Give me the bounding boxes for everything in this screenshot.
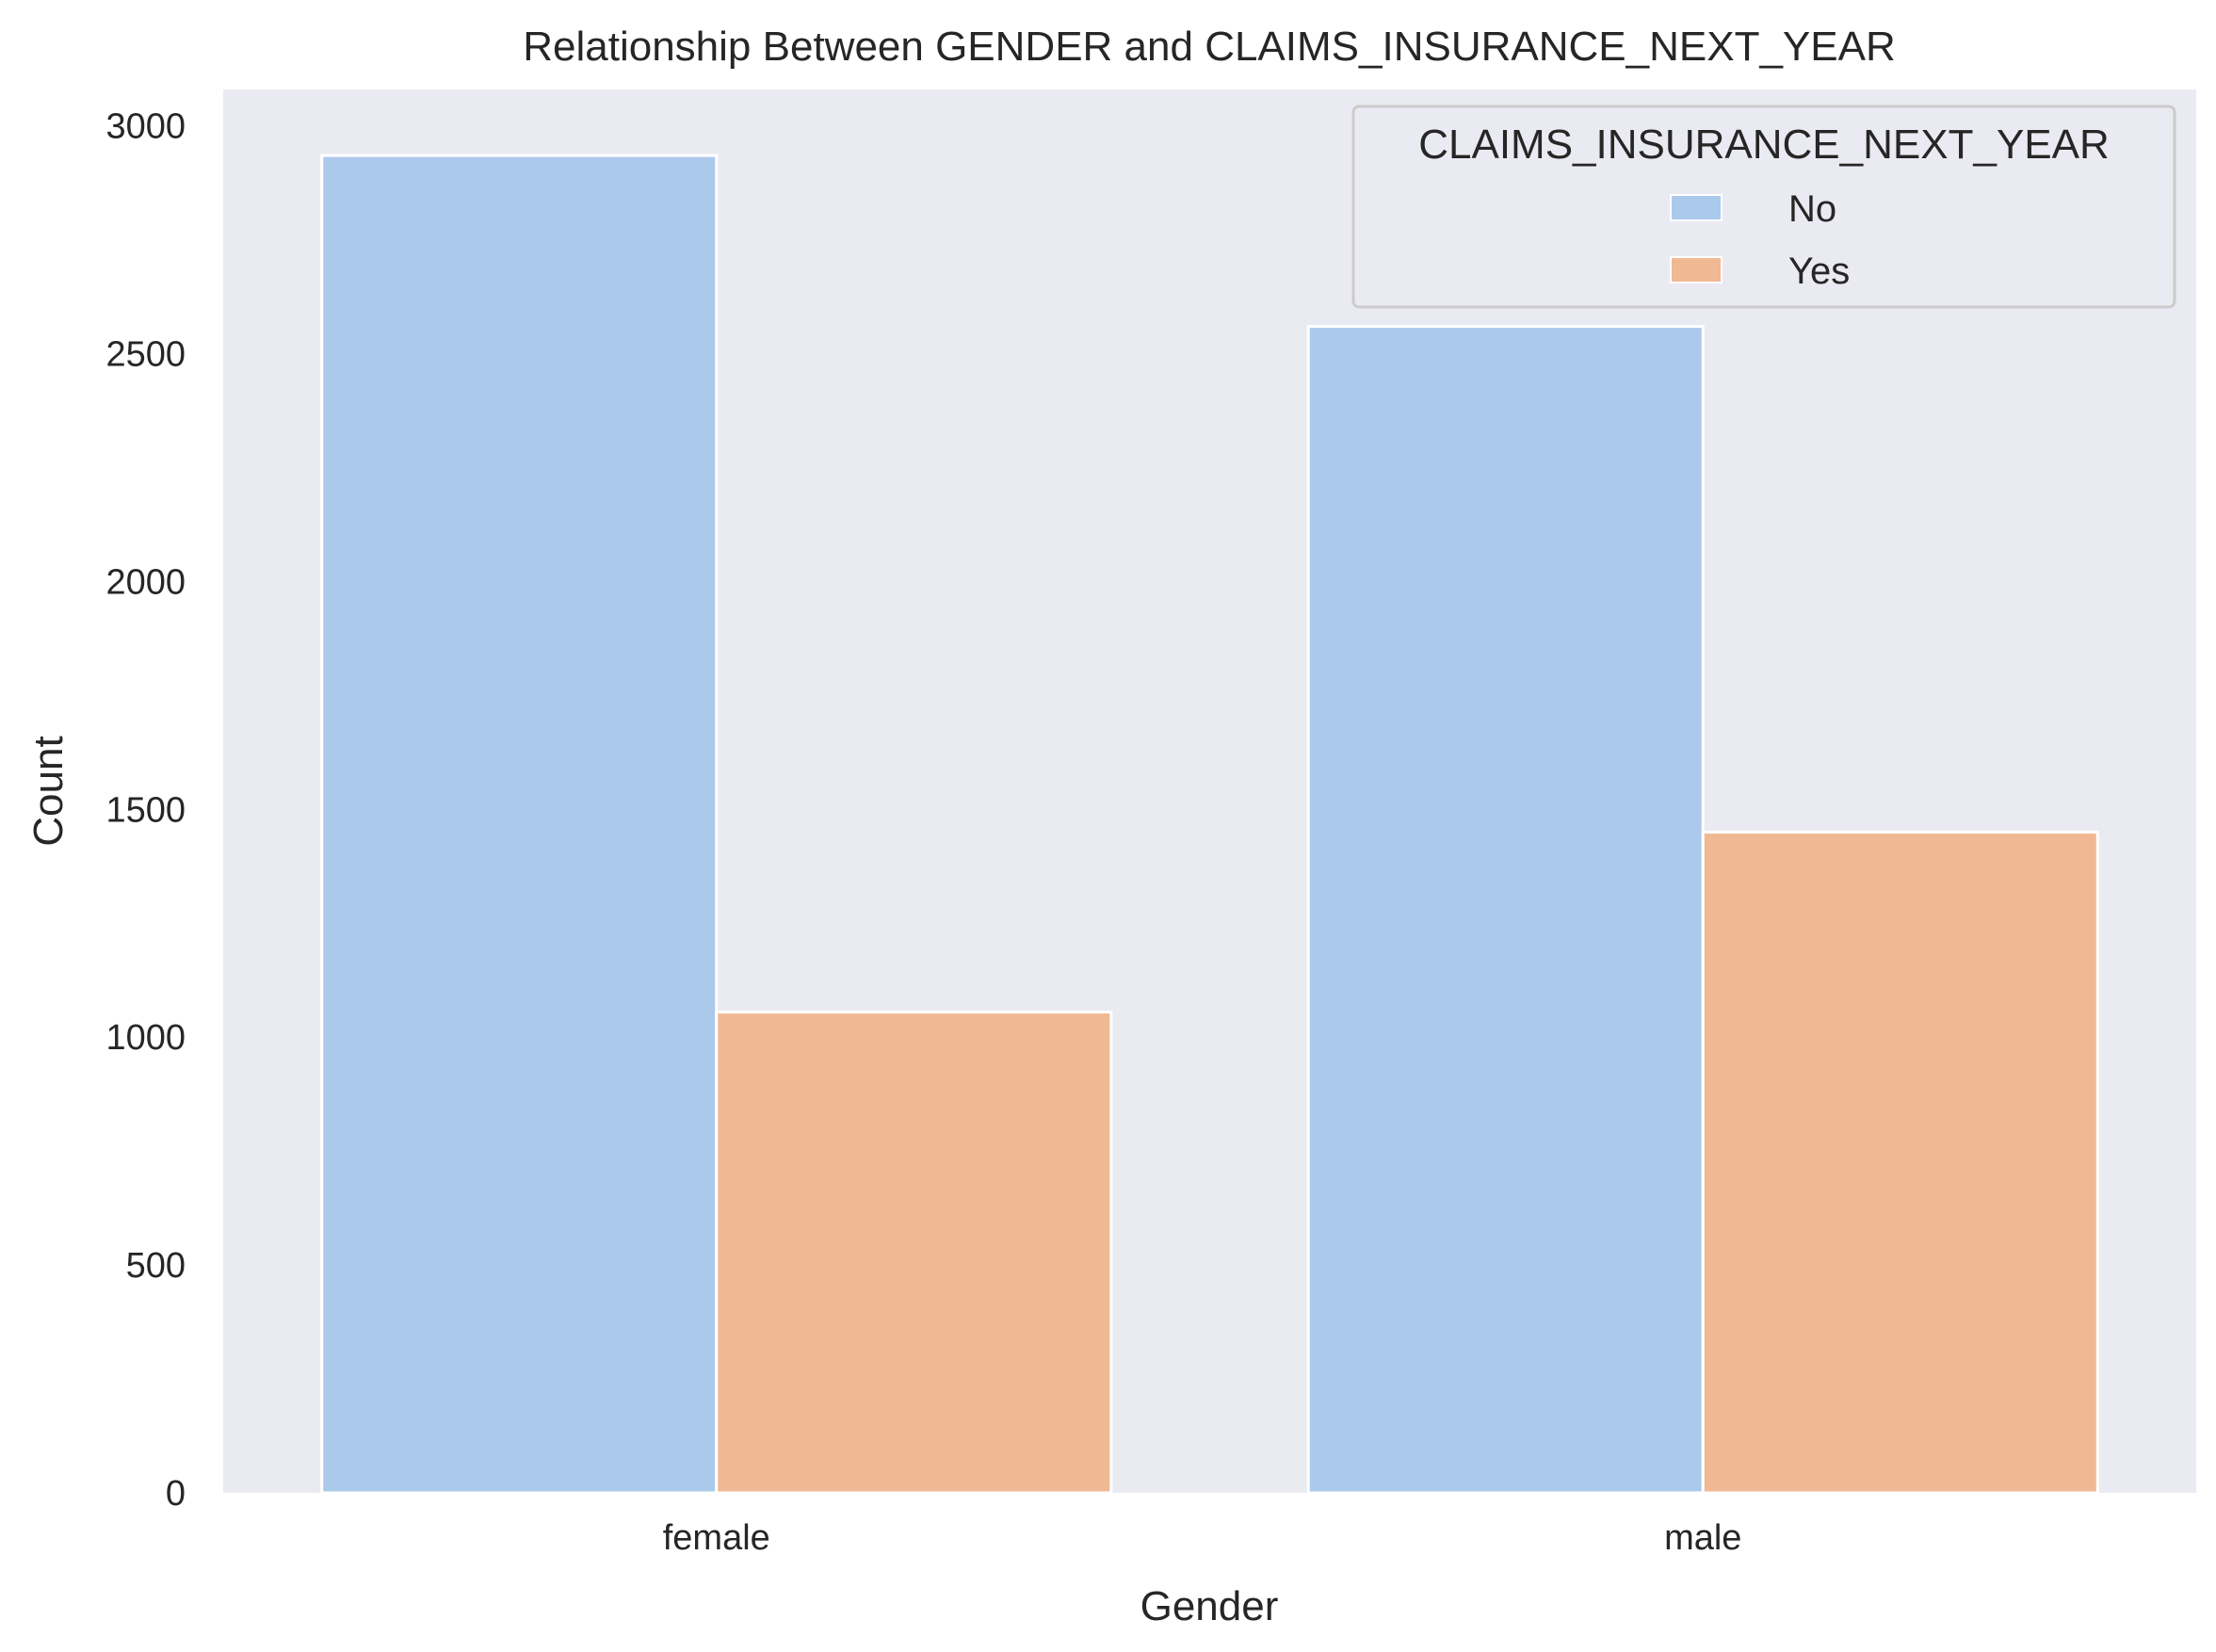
y-tick-label: 2500 [105, 335, 186, 375]
legend-label-yes: Yes [1788, 251, 1850, 292]
bars-group [320, 154, 2099, 1495]
legend-title: CLAIMS_INSURANCE_NEXT_YEAR [1418, 121, 2110, 168]
legend: CLAIMS_INSURANCE_NEXT_YEAR No Yes [1351, 105, 2176, 309]
legend-swatch-no [1670, 194, 1723, 221]
y-ticks: 0 500 1000 1500 2000 2500 3000 [105, 107, 186, 1514]
legend-frame [1351, 105, 2176, 309]
legend-label-no: No [1788, 188, 1836, 230]
x-tick-label: male [1664, 1518, 1741, 1558]
y-tick-label: 2000 [105, 562, 186, 602]
bar-male-no [1306, 325, 1705, 1495]
legend-swatch-yes [1670, 256, 1723, 283]
y-tick-label: 0 [166, 1474, 186, 1514]
x-tick-label: female [663, 1518, 770, 1558]
y-tick-label: 1500 [105, 790, 186, 830]
y-axis-label: Count [25, 736, 72, 846]
x-ticks: female male [663, 1518, 1742, 1558]
chart-title: Relationship Between GENDER and CLAIMS_I… [523, 24, 1895, 70]
bar-male-yes [1701, 831, 2099, 1495]
x-axis-label: Gender [1140, 1583, 1279, 1629]
y-tick-label: 500 [126, 1246, 186, 1286]
bar-female-no [320, 154, 719, 1495]
bar-female-yes [715, 1011, 1113, 1495]
y-tick-label: 3000 [105, 107, 186, 147]
y-tick-label: 1000 [105, 1018, 186, 1058]
